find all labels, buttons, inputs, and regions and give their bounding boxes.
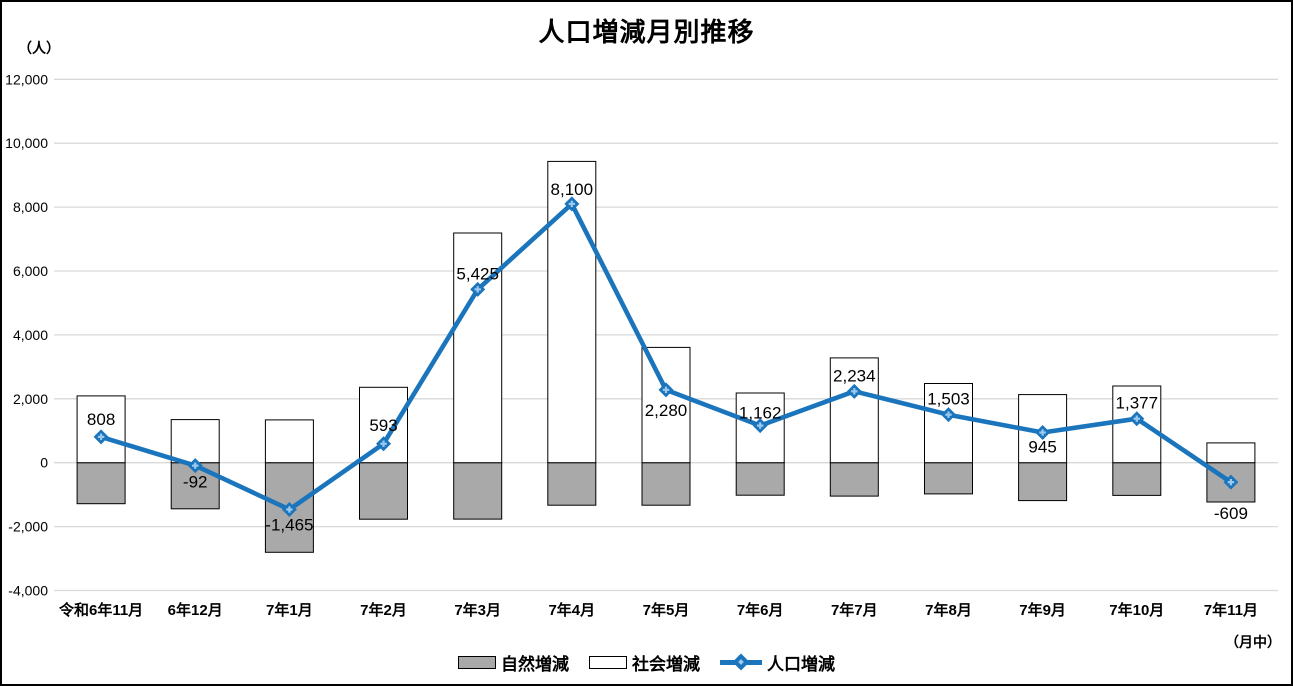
data-point-label: 1,377 — [1116, 394, 1159, 413]
marker-center-icon — [1135, 415, 1138, 422]
data-point-label: 808 — [87, 410, 115, 429]
natural-change-bar — [829, 462, 879, 497]
marker-center-icon — [194, 462, 197, 469]
marker-center-icon — [570, 200, 573, 208]
social-change-bar — [641, 346, 691, 464]
marker-center-icon — [99, 433, 103, 441]
marker-center-icon — [382, 440, 385, 447]
x-axis-period-note: （月中） — [1225, 634, 1281, 650]
data-point-label: 593 — [369, 416, 397, 435]
natural-change-bar — [1112, 462, 1162, 496]
data-point-label: -609 — [1214, 504, 1248, 523]
x-axis-label: 7年2月 — [360, 601, 407, 619]
social-change-bar — [547, 160, 597, 464]
y-axis-tick-label: 2,000 — [13, 391, 48, 407]
y-axis-tick-label: 0 — [40, 455, 48, 471]
natural-change-bar — [359, 462, 408, 520]
x-axis-label: 7年1月 — [266, 601, 313, 619]
natural-change-bar — [924, 462, 973, 495]
social-change-bar — [924, 383, 973, 464]
x-axis-label: 7年4月 — [548, 601, 595, 619]
y-axis-tick-label: 4,000 — [13, 327, 48, 343]
natural-change-bar — [1018, 462, 1068, 502]
data-point-label: 945 — [1028, 438, 1056, 457]
legend: 自然増減 社会増減 人口増減 — [2, 650, 1291, 674]
social-change-bar — [1206, 442, 1256, 464]
data-point-label: 8,100 — [551, 180, 594, 199]
marker-center-icon — [664, 386, 668, 394]
x-axis-label: 7年7月 — [831, 601, 878, 619]
x-axis-label: 7年5月 — [643, 601, 690, 619]
x-axis-label: 7年10月 — [1109, 601, 1164, 619]
y-axis-unit-label: （人） — [18, 40, 60, 56]
natural-change-bar — [453, 462, 503, 520]
data-point-label: 1,162 — [739, 404, 782, 423]
marker-center-icon — [759, 422, 762, 429]
social-change-bar — [264, 419, 314, 464]
x-axis-label: 7年9月 — [1019, 601, 1066, 619]
legend-item-natural-change: 自然増減 — [458, 650, 569, 675]
population-change-line-swatch-icon — [720, 653, 762, 671]
legend-label-social-change: 社会増減 — [632, 654, 700, 674]
data-point-label: 5,425 — [456, 264, 499, 283]
social-change-bar — [829, 357, 879, 464]
marker-center-icon — [853, 388, 856, 395]
marker-center-icon — [288, 506, 291, 513]
y-axis-tick-label: -4,000 — [8, 583, 48, 599]
social-change-bar — [170, 419, 220, 464]
y-axis-tick-label: 8,000 — [13, 199, 48, 215]
marker-center-icon — [947, 411, 950, 418]
social-change-bar — [76, 395, 126, 464]
data-point-label: 2,280 — [645, 401, 688, 420]
x-axis-label: 7年6月 — [737, 601, 784, 619]
legend-label-natural-change: 自然増減 — [501, 654, 569, 674]
data-point-label: -1,465 — [265, 516, 313, 535]
marker-center-icon — [1041, 429, 1044, 436]
social-change-swatch-icon — [589, 655, 627, 669]
y-axis-tick-label: 12,000 — [5, 71, 48, 87]
x-axis-label: 6年12月 — [168, 601, 223, 619]
marker-center-icon — [1229, 478, 1233, 486]
natural-change-bar — [735, 462, 785, 496]
natural-change-bar — [547, 462, 597, 506]
legend-label-population-change: 人口増減 — [767, 654, 835, 674]
natural-change-swatch-icon — [458, 655, 496, 669]
y-axis-tick-label: 10,000 — [5, 135, 48, 151]
x-axis-label: 7年8月 — [925, 601, 972, 619]
legend-item-social-change: 社会増減 — [589, 650, 700, 675]
legend-item-population-change: 人口増減 — [720, 650, 835, 675]
x-axis-label: 7年3月 — [454, 601, 501, 619]
marker-center-icon — [476, 286, 479, 293]
x-axis-label: 7年11月 — [1204, 601, 1258, 619]
chart-title: 人口増減月別推移 — [538, 17, 755, 47]
data-point-label: 1,503 — [927, 390, 970, 409]
y-axis-tick-label: 6,000 — [13, 263, 48, 279]
data-point-label: 2,234 — [833, 366, 876, 385]
social-change-bar — [453, 232, 503, 464]
y-axis-tick-label: -2,000 — [8, 519, 48, 535]
natural-change-bar — [641, 462, 691, 506]
natural-change-bar — [76, 462, 126, 505]
x-axis-label: 令和6年11月 — [59, 601, 143, 619]
data-point-label: -92 — [183, 473, 208, 492]
